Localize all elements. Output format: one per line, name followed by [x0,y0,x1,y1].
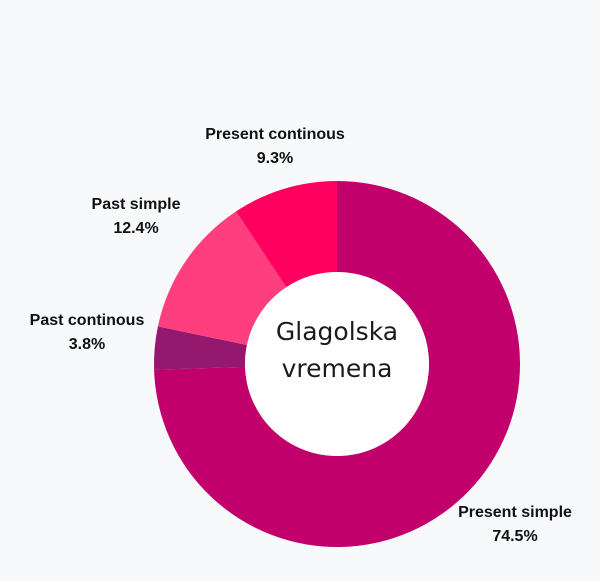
slice-label-present-simple: Present simple [458,504,572,521]
slice-value-present-continous: 9.3% [257,150,293,167]
slice-present-continous [236,181,337,288]
center-label-line-1: Glagolska [276,317,398,346]
slice-value-past-simple: 12.4% [113,220,158,237]
slice-value-past-continous: 3.8% [69,336,105,353]
slice-past-simple [157,211,287,346]
slice-labels: Present simple 74.5% Past continous 3.8% Pas… [30,126,572,545]
slice-label-present-continous: Present continous [205,126,345,143]
slice-past-continous [154,326,247,370]
slice-label-past-simple: Past simple [92,196,181,213]
center-label-line-2: vremena [282,354,393,383]
donut-hole [245,272,429,456]
donut-slices [154,181,520,548]
slice-present-simple [154,181,520,548]
slice-value-present-simple: 74.5% [492,528,537,545]
slice-label-past-continous: Past continous [30,312,145,329]
